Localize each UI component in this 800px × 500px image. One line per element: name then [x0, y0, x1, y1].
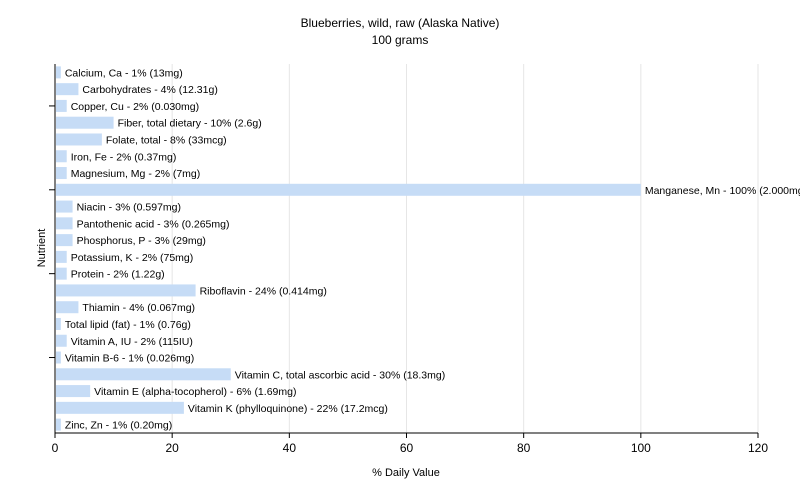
bar — [56, 66, 61, 79]
bar-label: Potassium, K - 2% (75mg) — [71, 252, 194, 264]
chart-title: Blueberries, wild, raw (Alaska Native) — [301, 16, 500, 30]
bar — [56, 167, 67, 180]
chart-subtitle: 100 grams — [372, 33, 429, 47]
bar — [56, 418, 61, 431]
x-tick-label: 60 — [400, 441, 414, 455]
bar — [56, 150, 67, 163]
axes: 0 20 40 60 80 100 120 — [49, 64, 768, 455]
bar-label: Vitamin A, IU - 2% (115IU) — [71, 336, 193, 348]
bar-label: Thiamin - 4% (0.067mg) — [82, 302, 195, 314]
bar-label: Vitamin E (alpha-tocopherol) - 6% (1.69m… — [94, 386, 296, 398]
bar-label: Magnesium, Mg - 2% (7mg) — [71, 168, 201, 180]
bar — [56, 133, 102, 146]
bar — [56, 234, 73, 247]
bar — [56, 267, 67, 280]
x-tick-label: 80 — [517, 441, 531, 455]
bar — [56, 99, 67, 112]
bar — [56, 284, 196, 297]
bar — [56, 183, 641, 196]
bar-label: Carbohydrates - 4% (12.31g) — [82, 84, 217, 96]
bar — [56, 83, 79, 96]
y-axis-title: Nutrient — [36, 229, 48, 268]
bar-label: Riboflavin - 24% (0.414mg) — [200, 285, 327, 297]
bar — [56, 116, 114, 129]
x-tick-label: 100 — [631, 441, 651, 455]
bar-label: Zinc, Zn - 1% (0.20mg) — [65, 420, 172, 432]
x-tick-label: 0 — [52, 441, 59, 455]
bar — [56, 217, 73, 230]
bar — [56, 250, 67, 263]
bar — [56, 401, 184, 414]
bar — [56, 385, 91, 398]
bar-label: Pantothenic acid - 3% (0.265mg) — [77, 218, 230, 230]
bar-label: Folate, total - 8% (33mcg) — [106, 134, 227, 146]
x-axis-title: % Daily Value — [372, 467, 440, 479]
bar-label: Manganese, Mn - 100% (2.000mg) — [645, 185, 800, 197]
bar-label: Calcium, Ca - 1% (13mg) — [65, 67, 183, 79]
bar-label: Vitamin C, total ascorbic acid - 30% (18… — [235, 369, 445, 381]
bar-label: Vitamin B-6 - 1% (0.026mg) — [65, 353, 194, 365]
bar-label: Protein - 2% (1.22g) — [71, 269, 165, 281]
bar — [56, 334, 67, 347]
x-tick-label: 20 — [165, 441, 179, 455]
bar — [56, 200, 73, 213]
bar — [56, 317, 61, 330]
bar — [56, 351, 61, 364]
bar-label: Niacin - 3% (0.597mg) — [77, 202, 181, 214]
bar-label: Vitamin K (phylloquinone) - 22% (17.2mcg… — [188, 403, 388, 415]
bar-label: Total lipid (fat) - 1% (0.76g) — [65, 319, 191, 331]
x-tick-label: 120 — [748, 441, 768, 455]
bar-label: Phosphorus, P - 3% (29mg) — [77, 235, 206, 247]
bar-label: Iron, Fe - 2% (0.37mg) — [71, 151, 177, 163]
bar-label: Fiber, total dietary - 10% (2.6g) — [118, 118, 262, 130]
bar — [56, 368, 231, 381]
bar — [56, 301, 79, 314]
x-tick-label: 40 — [283, 441, 297, 455]
bar-label: Copper, Cu - 2% (0.030mg) — [71, 101, 199, 113]
bars: Calcium, Ca - 1% (13mg) Carbohydrates - 4… — [56, 66, 800, 432]
